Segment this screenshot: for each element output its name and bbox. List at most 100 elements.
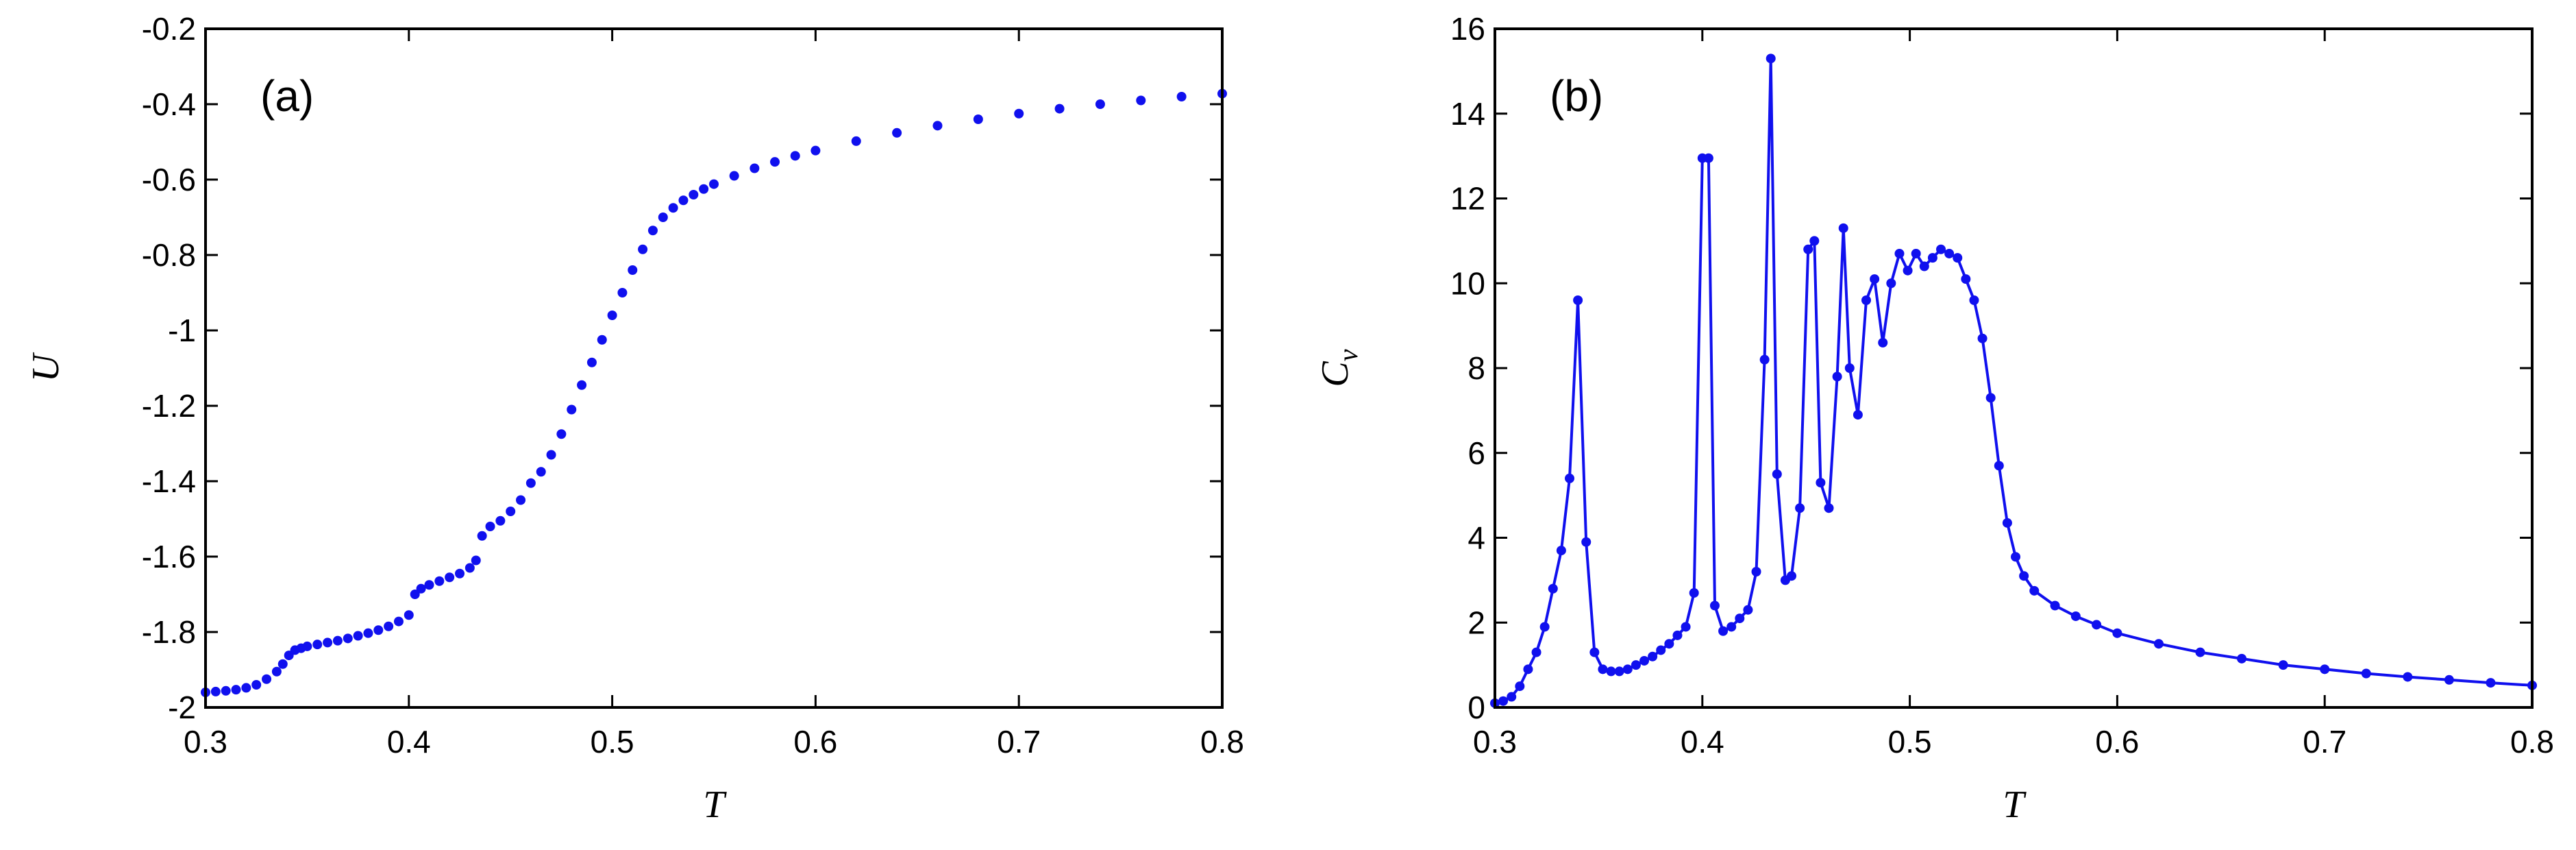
data-point — [1539, 622, 1550, 632]
data-point — [1014, 108, 1024, 119]
data-point — [556, 429, 567, 439]
data-point — [750, 163, 760, 173]
data-point — [1709, 600, 1720, 611]
data-point — [465, 563, 475, 573]
data-point — [1953, 253, 1963, 263]
data-point — [1743, 605, 1753, 615]
data-point — [1095, 99, 1105, 109]
data-point — [221, 685, 231, 696]
data-point — [416, 583, 426, 594]
data-point — [790, 151, 800, 161]
panel-a-plot: 0.3 0.4 0.5 0.6 0.7 0.8 -2 -1.8 -1.6 -1.4 -1.2 -1 -0… — [142, 11, 1244, 760]
data-point — [932, 121, 943, 131]
data-point — [332, 635, 343, 646]
data-point — [1606, 666, 1616, 677]
data-point — [689, 190, 699, 199]
y-tick-label: -1.4 — [142, 463, 196, 499]
data-point — [1816, 478, 1826, 488]
data-point — [1944, 248, 1955, 258]
data-point — [434, 576, 445, 586]
data-point — [210, 686, 221, 696]
data-point — [1772, 469, 1782, 479]
data-point — [1809, 236, 1820, 246]
data-point — [1844, 363, 1855, 373]
data-point — [2278, 660, 2288, 670]
data-point — [471, 555, 481, 566]
data-point — [455, 568, 465, 579]
data-point — [1985, 393, 1996, 403]
data-point — [1878, 337, 1888, 348]
data-point — [516, 495, 526, 505]
data-point — [597, 335, 607, 345]
data-point — [251, 680, 262, 690]
data-point — [1672, 630, 1683, 640]
y-tick-label: 14 — [1450, 96, 1485, 132]
data-point — [1969, 295, 1979, 305]
data-point — [1936, 244, 1946, 254]
data-point — [1498, 696, 1509, 706]
data-point — [1838, 223, 1848, 233]
data-point — [1664, 639, 1674, 649]
data-point — [2153, 639, 2164, 649]
y-tick-label: 16 — [1450, 11, 1485, 47]
x-tick-label: 0.8 — [2510, 724, 2554, 760]
data-point — [1507, 692, 1517, 702]
data-point — [1718, 626, 1729, 636]
x-tick-label: 0.4 — [1681, 724, 1724, 760]
y-tick-label: 10 — [1450, 265, 1485, 301]
data-point — [2486, 678, 2496, 688]
x-tick-label: 0.7 — [2303, 724, 2346, 760]
data-point — [1581, 537, 1592, 547]
y-tick-label: -1.2 — [142, 388, 196, 424]
x-tick-label: 0.7 — [997, 724, 1041, 760]
data-point — [1639, 655, 1650, 666]
data-point — [477, 531, 487, 541]
data-point — [1689, 587, 1699, 598]
data-point — [506, 507, 516, 516]
data-point — [1548, 583, 1558, 594]
x-tick-label: 0.3 — [1473, 724, 1517, 760]
data-point — [699, 184, 709, 194]
panel-b-y-axis-title-main: C — [1314, 361, 1357, 387]
data-point — [343, 633, 353, 644]
data-point — [1136, 95, 1146, 106]
data-point — [2444, 675, 2454, 685]
data-point — [1656, 645, 1666, 655]
data-point — [770, 157, 780, 167]
data-point — [393, 616, 404, 627]
data-point — [1622, 664, 1633, 675]
data-point — [1759, 354, 1770, 365]
panel-b: 0.3 0.4 0.5 0.6 0.7 0.8 0 2 4 6 8 10 12 14 16 (b) Cv T — [1314, 11, 2554, 826]
data-point — [1573, 295, 1583, 305]
y-tick-label: -0.2 — [142, 11, 196, 47]
data-point — [1751, 567, 1761, 576]
data-point — [410, 590, 420, 599]
data-point — [1556, 546, 1566, 556]
data-point — [302, 641, 312, 651]
data-point — [384, 621, 394, 631]
data-point — [1054, 104, 1065, 114]
data-point — [1994, 461, 2004, 471]
data-point — [1735, 614, 1745, 624]
data-point — [1598, 664, 1608, 675]
y-tick-label: -0.4 — [142, 86, 196, 122]
data-point — [628, 265, 638, 275]
y-tick-label: -2 — [168, 690, 196, 725]
y-tick-label: -0.6 — [142, 162, 196, 197]
data-point — [1903, 265, 1913, 276]
panel-a: 0.3 0.4 0.5 0.6 0.7 0.8 -2 -1.8 -1.6 -1.4 -1.2 -1 -0… — [25, 11, 1244, 826]
data-point — [577, 380, 587, 390]
data-point — [1515, 681, 1525, 692]
data-point — [1531, 647, 1541, 657]
data-point — [2237, 653, 2247, 664]
data-point — [1894, 248, 1905, 258]
data-point — [271, 666, 282, 677]
data-point — [729, 171, 739, 181]
data-point — [973, 114, 983, 124]
data-point — [678, 195, 689, 206]
data-point — [810, 145, 821, 156]
panel-b-label: (b) — [1550, 71, 1603, 121]
data-point — [1703, 153, 1713, 163]
x-tick-label: 0.5 — [1888, 724, 1932, 760]
data-point — [1766, 53, 1776, 64]
